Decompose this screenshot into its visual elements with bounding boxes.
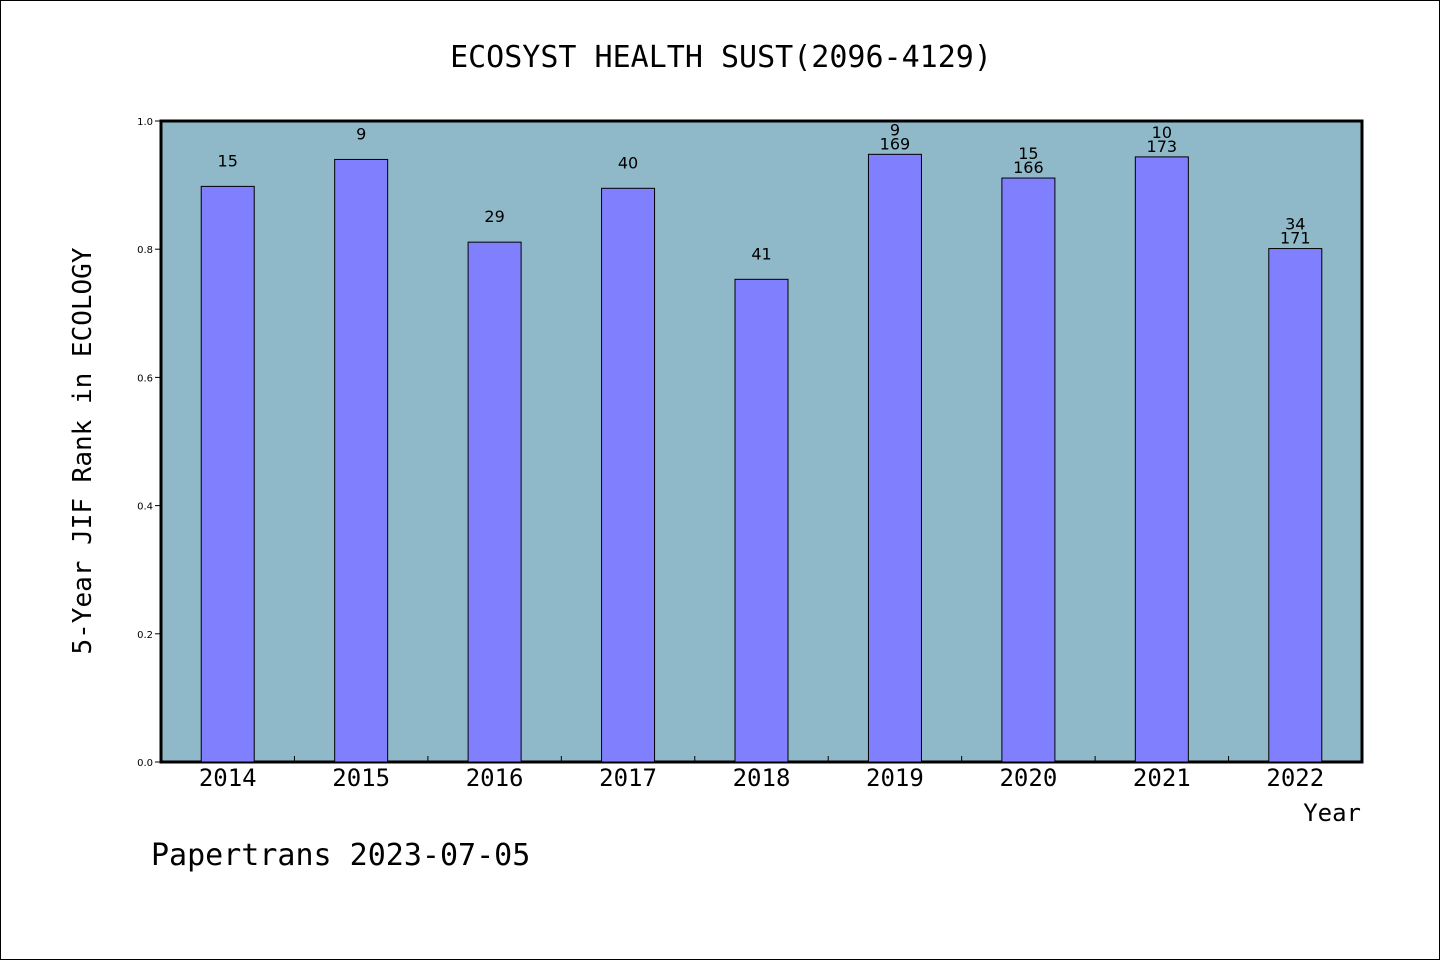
chart-title: ECOSYST HEALTH SUST(2096-4129) (450, 40, 992, 75)
total-label: 173 (1147, 137, 1178, 156)
rank-label: 15 (1018, 144, 1038, 163)
total-label: 166 (1013, 158, 1044, 177)
y-tick-label: 0.2 (137, 630, 153, 641)
footer-credit: Papertrans 2023-07-05 (151, 838, 530, 873)
rank-label: 10 (1152, 123, 1172, 142)
x-axis-label: Year (1303, 799, 1361, 827)
x-tick-label: 2015 (332, 764, 390, 792)
rank-label: 41 (751, 244, 771, 263)
bar-2018 (734, 278, 789, 763)
x-tick-label: 2022 (1266, 764, 1324, 792)
rank-label: 40 (618, 153, 638, 172)
rank-label: 9 (890, 120, 900, 139)
rank-label: 29 (484, 207, 504, 226)
y-tick-label: 0.6 (137, 373, 153, 384)
x-tick-label: 2014 (199, 764, 257, 792)
x-tick-label: 2021 (1133, 764, 1191, 792)
total-label: 171 (1280, 229, 1311, 248)
y-axis-label: 5-Year JIF Rank in ECOLOGY (68, 247, 98, 654)
rank-label: 9 (356, 124, 366, 143)
x-tick-label: 2017 (599, 764, 657, 792)
rank-label: 34 (1285, 215, 1305, 234)
x-tick-label: 2019 (866, 764, 924, 792)
bar-2022 (1268, 248, 1323, 763)
x-tick-label: 2020 (999, 764, 1057, 792)
axis-ticks: 2014 2015 2016 2017 2018 2019 2020 2021 2022 0.0 0… (137, 117, 1324, 792)
bar-2015 (334, 158, 389, 763)
y-tick-label: 0.0 (137, 758, 153, 769)
y-tick-label: 1.0 (137, 117, 153, 128)
bar-2014 (200, 185, 255, 763)
bar-2016 (467, 241, 522, 763)
bar-2019 (867, 153, 922, 763)
y-tick-label: 0.8 (137, 245, 153, 256)
x-tick-label: 2016 (466, 764, 524, 792)
rank-label: 15 (218, 151, 238, 170)
bar-2017 (601, 187, 656, 763)
bars-group (200, 153, 1323, 763)
bar-2020 (1001, 177, 1056, 763)
x-tick-label: 2018 (733, 764, 791, 792)
total-label: 169 (880, 134, 911, 153)
bar-2021 (1134, 156, 1189, 763)
y-tick-label: 0.4 (137, 502, 153, 513)
